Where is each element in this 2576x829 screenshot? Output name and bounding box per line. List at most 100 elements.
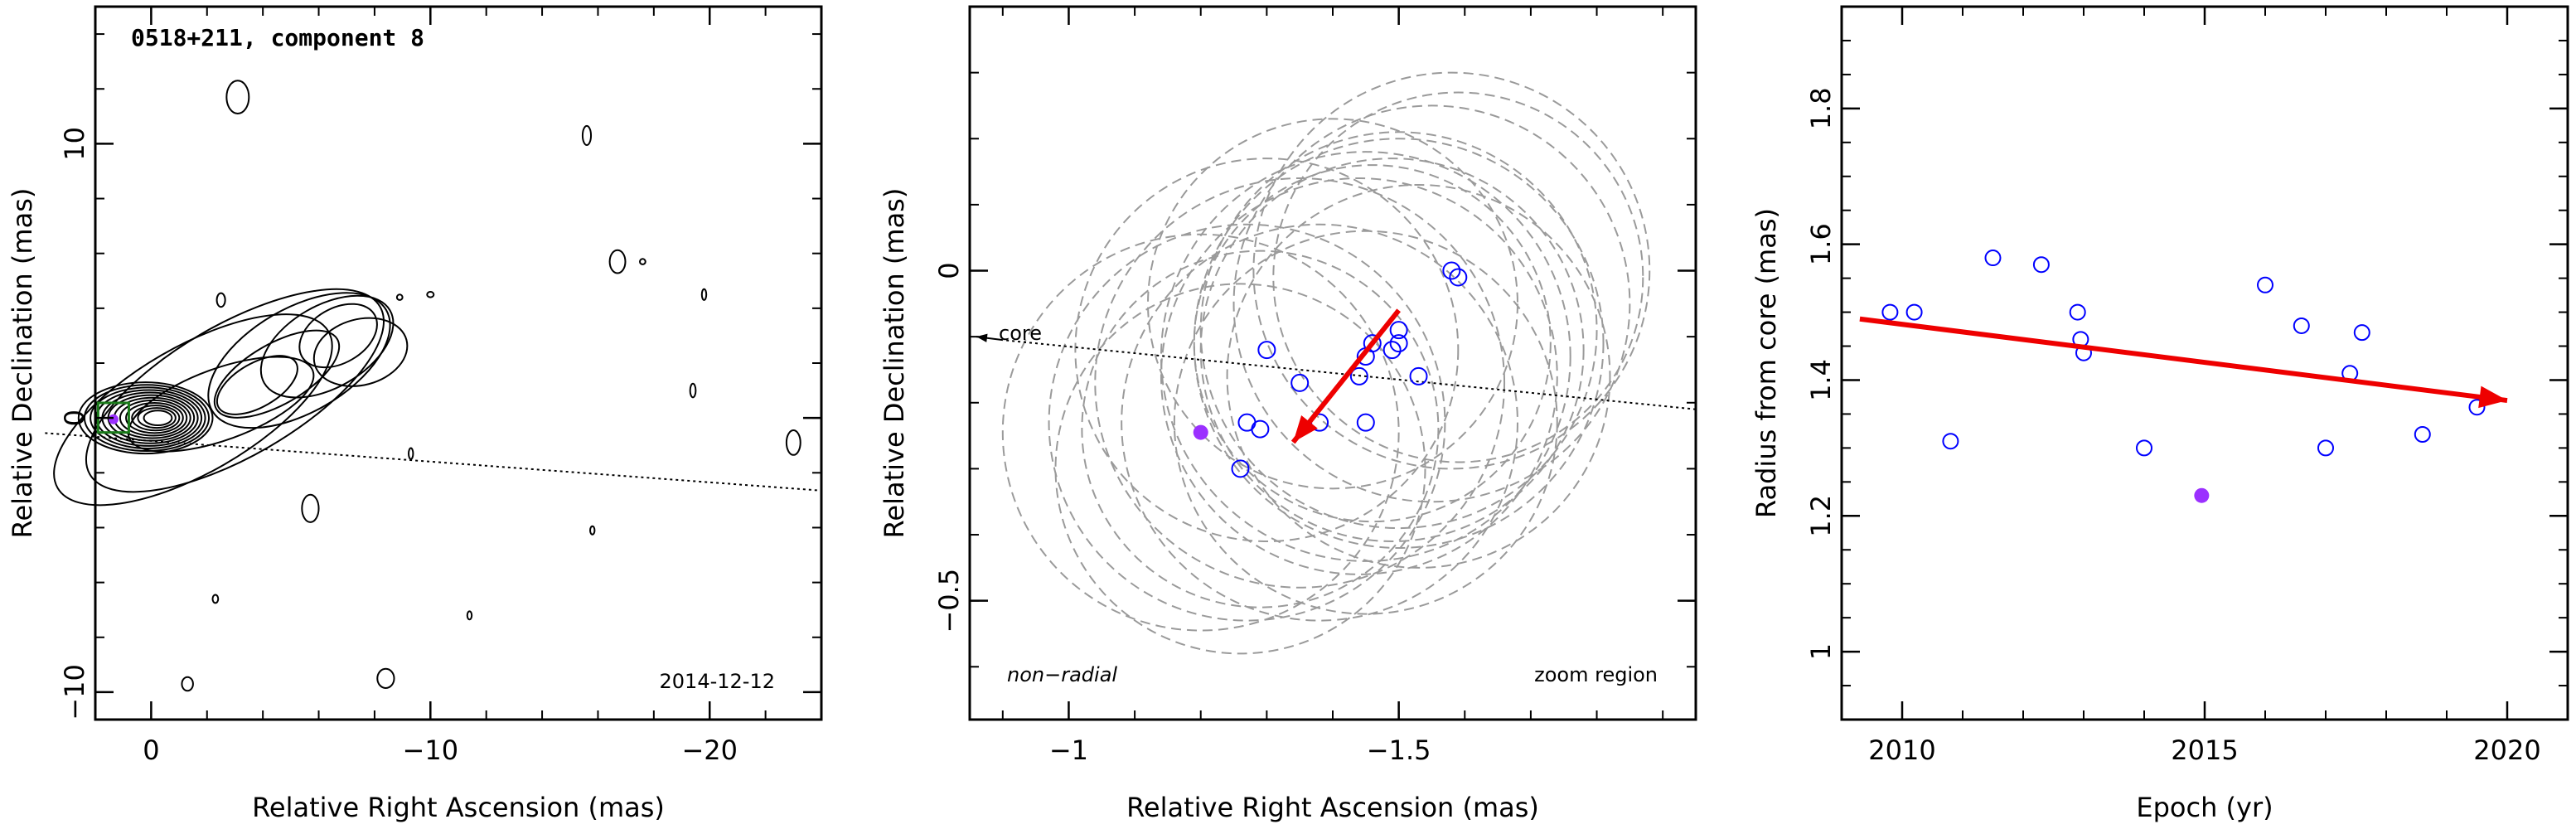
noise-contour xyxy=(689,382,697,399)
x-tick-label: −10 xyxy=(403,734,459,766)
radius-point xyxy=(1905,303,1923,321)
y-tick-label: 0 xyxy=(59,410,90,426)
x-tick-label: 0 xyxy=(143,734,159,766)
error-circle xyxy=(1074,158,1460,543)
component-position xyxy=(1389,334,1408,353)
jet-contour xyxy=(213,329,341,419)
core-contour xyxy=(131,405,181,432)
x-tick-label: −20 xyxy=(681,734,738,766)
error-circle xyxy=(1048,223,1446,622)
error-circle xyxy=(1121,223,1518,622)
noise-contour xyxy=(426,291,435,298)
component-position xyxy=(1442,261,1461,280)
error-circle xyxy=(1252,71,1651,470)
radius-point xyxy=(2353,324,2370,342)
component-position xyxy=(1251,419,1270,439)
x-tick-label: −1.5 xyxy=(1367,734,1431,766)
core-contour xyxy=(83,384,211,453)
noise-contour xyxy=(376,667,395,689)
noise-contour xyxy=(589,525,596,536)
panel-1-ylabel: Relative Declination (mas) xyxy=(7,188,38,539)
error-circle xyxy=(1193,138,1605,549)
radius-point xyxy=(2069,303,2086,321)
component-position xyxy=(1231,459,1250,478)
component-position xyxy=(1409,366,1428,385)
jet-contour xyxy=(298,303,378,369)
component-position xyxy=(1363,334,1382,353)
highlight-point xyxy=(2194,487,2210,503)
y-tick-label: 1.2 xyxy=(1805,495,1837,537)
component-position xyxy=(1290,373,1310,392)
radius-point xyxy=(2136,439,2152,457)
core-contour xyxy=(137,407,177,429)
panel-1-date: 2014-12-12 xyxy=(660,670,775,693)
noise-contour xyxy=(608,249,627,274)
jet-contour xyxy=(215,355,298,415)
radius-point xyxy=(2468,399,2486,416)
motion-arrow-head xyxy=(1293,415,1318,443)
component-position xyxy=(1257,341,1276,360)
radius-point xyxy=(2032,256,2050,274)
radius-point xyxy=(1881,303,1899,321)
jet-contours xyxy=(45,80,822,692)
radius-point xyxy=(2414,426,2431,443)
component-position xyxy=(1349,366,1368,385)
y-tick-label: 0 xyxy=(933,262,965,279)
core-contour xyxy=(77,381,214,455)
y-tick-label: 1.6 xyxy=(1805,223,1837,265)
panel-1-title: 0518+211, component 8 xyxy=(131,24,424,51)
panel-1-frame xyxy=(94,5,823,721)
highlight-point xyxy=(1193,424,1208,440)
error-circle xyxy=(1147,118,1518,490)
radius-point xyxy=(2293,317,2310,334)
trend-arrow xyxy=(1859,316,2508,404)
jet-contour xyxy=(127,356,315,453)
panel-1-ticks: 0 −10 −20 10 0 −10 xyxy=(59,7,822,766)
panel-2-ylabel: Relative Declination (mas) xyxy=(879,188,910,539)
highlight-point xyxy=(108,414,119,424)
panel-zoom-region: −1 −1.50−0.5 core non−radial zoom region … xyxy=(879,5,1697,823)
error-circle xyxy=(1199,158,1585,543)
panel-3-xlabel: Epoch (yr) xyxy=(2136,792,2273,823)
noise-contour xyxy=(581,124,593,147)
panel-2-zoom-label: zoom region xyxy=(1534,663,1658,686)
jet-contour xyxy=(85,288,385,493)
component-position xyxy=(1356,413,1375,432)
y-tick-label: 10 xyxy=(59,127,90,161)
x-tick-label: 2020 xyxy=(2473,734,2540,766)
panel-2-marks xyxy=(976,261,1697,478)
core-contour xyxy=(143,410,173,427)
error-circles xyxy=(1001,71,1651,655)
y-tick-label: 1.4 xyxy=(1805,359,1837,401)
error-circle xyxy=(1054,283,1426,655)
error-circle xyxy=(1272,91,1644,463)
trajectory-line xyxy=(45,432,822,492)
radius-point xyxy=(1984,250,2002,267)
noise-contour xyxy=(181,676,194,692)
y-tick-label: −0.5 xyxy=(933,569,965,633)
noise-contour xyxy=(639,258,646,265)
radius-point xyxy=(2257,276,2273,293)
error-circle xyxy=(1173,230,1558,615)
noise-contour xyxy=(785,429,801,456)
panel-2-frame xyxy=(968,5,1697,721)
noise-contour xyxy=(395,293,404,301)
radius-point xyxy=(1942,433,1959,450)
noise-contour xyxy=(225,80,250,114)
component-position xyxy=(1449,268,1468,287)
panel-2-nonradial-label: non−radial xyxy=(1007,663,1117,686)
error-circle xyxy=(1193,164,1552,523)
noise-contour xyxy=(466,610,473,621)
y-tick-label: −10 xyxy=(59,664,90,720)
panel-2-core-label: core xyxy=(999,322,1042,345)
motion-arrow xyxy=(1290,308,1401,444)
noise-contour xyxy=(408,447,414,460)
core-contour xyxy=(90,386,206,449)
x-tick-label: −1 xyxy=(1049,734,1088,766)
panel-contour-map: 0 −10 −20 10 0 −10 0518+211, component 8 2014… xyxy=(7,5,823,823)
noise-contour xyxy=(700,288,708,301)
error-circle xyxy=(1226,183,1611,569)
error-circle xyxy=(1081,250,1440,608)
jet-contour xyxy=(259,294,395,399)
